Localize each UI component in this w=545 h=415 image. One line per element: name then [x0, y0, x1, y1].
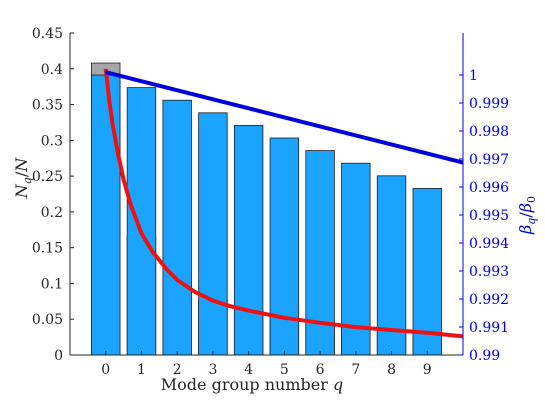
x-tick-label-4: 4 [244, 362, 253, 378]
y-right-tick-label-3: 0.993 [469, 264, 509, 280]
y-left-tick-label-1: 0.05 [32, 312, 63, 328]
x-axis-title: Mode group number q [161, 375, 343, 394]
bar-right-7 [341, 162, 371, 356]
axes [69, 32, 464, 356]
bar-right-3 [198, 112, 228, 356]
bar-right-2 [162, 99, 192, 356]
y-left-tick-label-0: 0 [54, 348, 63, 364]
x-tick-label-5: 5 [280, 362, 289, 378]
y-right-tick-label-8: 0.998 [469, 124, 509, 140]
y-left-tick-label-3: 0.15 [32, 241, 63, 257]
y-right-tick-label-10: 1 [469, 68, 478, 84]
y-right-tick-label-4: 0.994 [469, 236, 509, 252]
x-tick-label-7: 7 [351, 362, 360, 378]
y-right-tick-label-1: 0.991 [469, 320, 509, 336]
bar-right-5 [269, 137, 300, 356]
y-left-tick-label-4: 0.2 [41, 205, 63, 221]
y-left-tick-label-2: 0.1 [41, 276, 63, 292]
x-tick-label-1: 1 [137, 362, 146, 378]
curves [103, 68, 464, 339]
bar-right-1 [126, 87, 157, 356]
x-tick-label-6: 6 [316, 362, 325, 378]
y-left-tick-label-8: 0.4 [41, 62, 63, 78]
x-tick-label-0: 0 [101, 362, 110, 378]
y-right-tick-label-0: 0.99 [469, 348, 500, 364]
tick-labels: 0 1 2 3 4 5 6 7 8 9 0 0.05 0.1 0.15 0.2 0.25 0.3 0.35 0.4 0… [32, 26, 509, 378]
y-axis-title-right: βq/β0 [516, 196, 538, 235]
y-right-tick-label-7: 0.997 [469, 152, 509, 168]
bars-right-series [91, 74, 442, 356]
y-right-tick-label-9: 0.999 [469, 96, 509, 112]
y-left-tick-label-5: 0.25 [32, 169, 63, 185]
y-right-tick-label-5: 0.995 [469, 208, 509, 224]
x-tick-label-9: 9 [423, 362, 432, 378]
y-left-tick-label-6: 0.3 [41, 133, 63, 149]
x-tick-label-3: 3 [208, 362, 217, 378]
y-axis-title-left: Nq/N [12, 157, 34, 199]
blue-trend-line [105, 70, 464, 165]
y-right-tick-label-2: 0.992 [469, 292, 509, 308]
x-tick-label-2: 2 [173, 362, 182, 378]
y-right-tick-label-6: 0.996 [469, 180, 509, 196]
x-tick-label-8: 8 [387, 362, 396, 378]
y-left-tick-label-7: 0.35 [32, 98, 63, 114]
bar-right-8 [376, 175, 407, 356]
bar-right-0 [91, 74, 121, 356]
red-fit-curve [103, 68, 464, 339]
bar-right-9 [412, 187, 442, 356]
bar-right-4 [233, 125, 264, 356]
y-left-tick-label-9: 0.45 [32, 26, 63, 42]
